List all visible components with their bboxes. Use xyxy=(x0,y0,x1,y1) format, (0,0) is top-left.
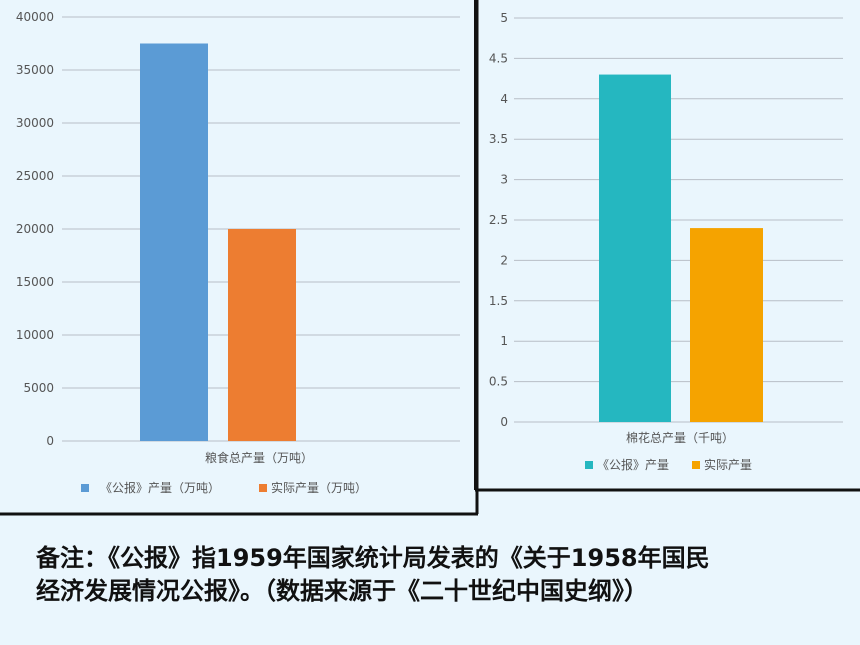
grain-y-tick-label: 40000 xyxy=(16,10,54,24)
grain-bar-report xyxy=(140,43,208,441)
cotton-y-tick-label: 3.5 xyxy=(489,132,508,146)
note-line-1: 备注：《公报》指1959年国家统计局发表的《关于1958年国民 xyxy=(36,544,710,572)
cotton-y-tick-label: 2.5 xyxy=(489,213,508,227)
cotton-y-tick-label: 1 xyxy=(500,334,508,348)
cotton-y-tick-label: 0 xyxy=(500,415,508,429)
cotton-y-tick-label: 3 xyxy=(500,173,508,187)
grain-legend: 《公报》产量（万吨） 实际产量（万吨） xyxy=(81,480,367,495)
cotton-bar-report xyxy=(599,74,671,422)
note-line-2: 经济发展情况公报》。（数据来源于《二十世纪中国史纲》） xyxy=(36,577,648,605)
grain-y-tick-label: 20000 xyxy=(16,222,54,236)
grain-y-tick-label: 15000 xyxy=(16,275,54,289)
legend-label-grain-actual: 实际产量（万吨） xyxy=(271,480,367,495)
grain-y-tick-label: 35000 xyxy=(16,63,54,77)
cotton-category-label: 棉花总产量（千吨） xyxy=(626,430,734,445)
cotton-y-tick-label: 4.5 xyxy=(489,51,508,65)
grain-y-tick-label: 30000 xyxy=(16,116,54,130)
legend-swatch-cotton-report xyxy=(585,461,593,469)
grain-category-label: 粮食总产量（万吨） xyxy=(205,450,313,465)
cotton-legend: 《公报》产量 实际产量 xyxy=(585,457,752,472)
grain-y-tick-label: 25000 xyxy=(16,169,54,183)
legend-swatch-grain-report xyxy=(81,484,89,492)
legend-label-grain-report: 《公报》产量（万吨） xyxy=(100,480,220,495)
cotton-y-tick-label: 2 xyxy=(500,253,508,267)
legend-swatch-grain-actual xyxy=(259,484,267,492)
cotton-y-tick-label: 4 xyxy=(500,92,508,106)
cotton-production-chart: 0 0.5 1 1.5 2 2.5 3 3.5 4 4.5 5 xyxy=(489,11,843,429)
grain-y-tick-label: 10000 xyxy=(16,328,54,342)
cotton-y-tick-label: 1.5 xyxy=(489,294,508,308)
source-note: 备注：《公报》指1959年国家统计局发表的《关于1958年国民 经济发展情况公报… xyxy=(36,542,836,608)
grain-bar-actual xyxy=(228,229,296,441)
legend-label-cotton-report: 《公报》产量 xyxy=(597,457,669,472)
cotton-y-tick-label: 0.5 xyxy=(489,375,508,389)
cotton-bar-actual xyxy=(690,228,763,422)
grain-y-tick-label: 5000 xyxy=(23,381,54,395)
grain-production-chart: 0 5000 10000 15000 20000 25000 30000 35000 40000 xyxy=(16,10,460,448)
legend-label-cotton-actual: 实际产量 xyxy=(704,457,752,472)
cotton-y-tick-label: 5 xyxy=(500,11,508,25)
grain-y-tick-label: 0 xyxy=(46,434,54,448)
legend-swatch-cotton-actual xyxy=(692,461,700,469)
